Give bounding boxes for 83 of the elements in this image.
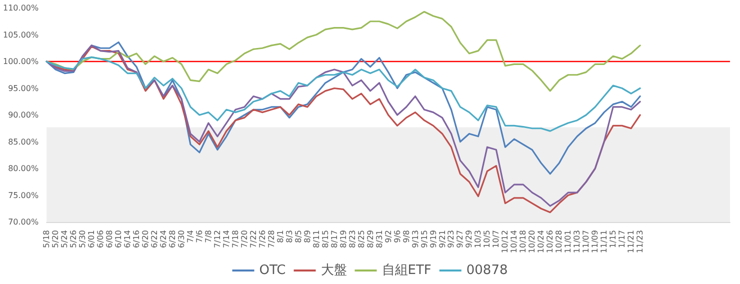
x-tick-label: 6/06	[96, 230, 106, 248]
x-tick-label: 8/3	[284, 230, 294, 243]
line-series	[46, 10, 641, 92]
x-tick-label: 6/28	[168, 230, 177, 248]
x-tick-label: 10/18	[518, 230, 528, 254]
x-tick-label: 10/5	[482, 230, 492, 248]
y-tick-label: 75.00%	[8, 190, 39, 200]
x-tick-label: 5/30	[78, 230, 88, 248]
x-tick-label: 8/19	[338, 230, 348, 248]
x-tick-label: 6/20	[141, 230, 150, 248]
x-tick-label: 10/28	[554, 230, 564, 254]
x-tick-label: 10/14	[510, 230, 519, 254]
x-tick-label: 9/27	[456, 230, 465, 248]
x-tick-label: 6/14	[123, 230, 132, 248]
x-tick-label: 7/14	[222, 230, 231, 248]
y-tick-label: 90.00%	[8, 110, 39, 120]
x-tick-label: 9/19	[428, 230, 438, 248]
x-tick-label: 10/3	[474, 230, 483, 248]
x-tick-label: 9/6	[392, 230, 402, 243]
x-tick-label: 5/24	[60, 230, 70, 248]
y-tick-label: 110.00%	[3, 4, 39, 12]
x-tick-label: 8/11	[312, 230, 321, 248]
x-tick-label: 11/09	[590, 230, 600, 254]
x-tick-label: 9/2	[384, 230, 393, 243]
x-tick-label: 7/4	[186, 230, 195, 243]
x-tick-label: 7/18	[230, 230, 240, 248]
x-tick-label: 11/23	[636, 230, 645, 254]
line-series	[46, 41, 641, 175]
x-tick-label: 11/21	[626, 230, 636, 254]
x-tick-label: 6/16	[132, 230, 142, 248]
x-tick-label: 5/18	[42, 230, 52, 248]
line-series	[46, 56, 641, 132]
x-tick-label: 9/13	[410, 230, 420, 248]
x-tick-label: 7/28	[266, 230, 276, 248]
x-tick-label: 9/29	[464, 230, 474, 248]
x-tick-label: 7/8	[204, 230, 213, 243]
x-tick-label: 8/15	[320, 230, 330, 248]
x-tick-label: 5/26	[69, 230, 78, 248]
x-tick-label: 11/01	[564, 230, 573, 254]
x-tick-label: 10/26	[546, 230, 555, 254]
x-tick-label: 7/22	[248, 230, 258, 248]
legend-label: 00878	[466, 263, 508, 278]
x-tick-label: 8/9	[302, 230, 312, 243]
x-tick-label: 8/1	[276, 230, 285, 243]
y-tick-label: 80.00%	[8, 164, 39, 173]
y-tick-label: 95.00%	[8, 84, 39, 93]
x-tick-label: 8/23	[348, 230, 357, 248]
x-tick-label: 1/15	[608, 230, 618, 248]
x-tick-label: 10/20	[528, 230, 537, 254]
legend-label: 自組ETF	[382, 263, 432, 278]
y-tick-label: 100.00%	[3, 57, 39, 66]
x-tick-label: 7/6	[194, 230, 204, 243]
legend-label: OTC	[259, 263, 286, 278]
x-tick-label: 8/29	[366, 230, 375, 248]
x-tick-label: 6/01	[87, 230, 96, 248]
x-tick-label: 6/10	[114, 230, 124, 248]
x-tick-label: 1/17	[618, 230, 627, 248]
legend-label: 大盤	[320, 263, 347, 278]
x-tick-label: 8/5	[294, 230, 303, 243]
x-tick-label: 6/08	[105, 230, 114, 248]
x-tick-label: 7/20	[240, 230, 249, 248]
x-tick-label: 11/11	[600, 230, 609, 254]
x-tick-label: 9/15	[420, 230, 429, 248]
x-tick-label: 6/30	[176, 230, 186, 248]
x-tick-label: 9/21	[438, 230, 447, 248]
y-tick-label: 85.00%	[8, 137, 39, 146]
y-tick-label: 105.00%	[3, 30, 39, 40]
x-tick-label: 9/23	[446, 230, 456, 248]
x-tick-label: 11/03	[572, 230, 582, 254]
x-tick-label: 8/25	[356, 230, 366, 248]
x-tick-label: 5/20	[51, 230, 60, 248]
y-tick-label: 70.00%	[8, 218, 39, 226]
x-tick-label: 7/26	[258, 230, 267, 248]
x-tick-label: 11/07	[582, 230, 591, 254]
x-tick-label: 10/24	[536, 230, 546, 254]
x-tick-label: 10/12	[500, 230, 510, 254]
x-tick-label: 6/24	[158, 230, 168, 248]
x-tick-label: 10/7	[492, 230, 501, 248]
x-tick-label: 9/8	[402, 230, 411, 243]
x-tick-label: 7/12	[212, 230, 222, 248]
x-tick-label: 8/31	[374, 230, 384, 248]
x-tick-label: 6/22	[150, 230, 159, 248]
x-tick-label: 8/17	[330, 230, 339, 248]
